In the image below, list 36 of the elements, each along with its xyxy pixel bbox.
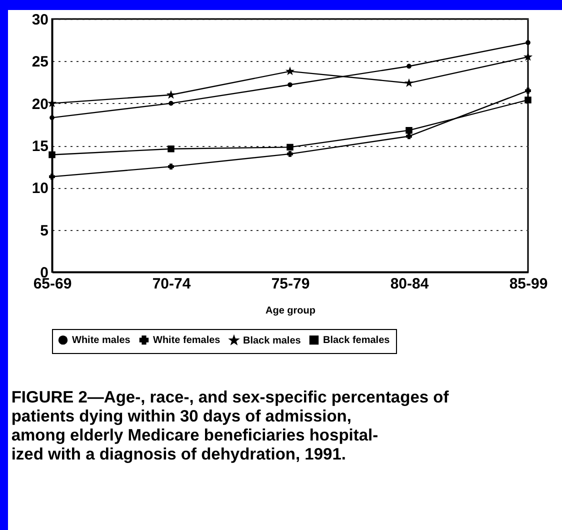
legend-label: Black females — [323, 335, 390, 346]
point — [50, 115, 54, 120]
point — [168, 100, 174, 106]
y-tick-label: 30 — [32, 12, 48, 28]
point — [168, 146, 174, 152]
y-tick-label: 5 — [40, 222, 48, 240]
point — [524, 53, 532, 60]
x-tick-label: 75-79 — [271, 276, 310, 292]
y-tick-label: 25 — [32, 54, 48, 71]
legend-label: Black males — [243, 335, 302, 346]
point — [49, 174, 55, 180]
legend-label: White males — [72, 335, 131, 346]
y-tick-label: 20 — [32, 96, 48, 113]
point — [168, 164, 174, 170]
point — [406, 64, 412, 69]
point — [286, 68, 294, 74]
point — [406, 126, 412, 134]
point — [524, 96, 532, 104]
point — [405, 79, 413, 86]
point — [288, 82, 292, 88]
point — [287, 150, 293, 157]
point — [167, 91, 175, 98]
point — [48, 151, 56, 158]
text: FIGURE 2—Age-, race-, and sex-specific percentages of patients dying within 30 days of admission, among elderly Medicare beneficiaries hospital- ized with a diagnosis of dehydration, 1991. — [11, 388, 450, 464]
x-tick-label: 70-74 — [152, 276, 192, 292]
point — [526, 40, 530, 46]
x-tick-label: 85-99 — [509, 276, 548, 292]
point — [48, 100, 56, 106]
x-tick-label: 80-84 — [390, 276, 430, 292]
x-axis-title: Age group — [266, 306, 316, 316]
y-tick-label: 10 — [32, 180, 48, 198]
y-tick-label: 15 — [32, 138, 48, 155]
point — [406, 133, 412, 140]
legend-label: White females — [153, 335, 221, 346]
point — [525, 88, 531, 94]
point — [286, 144, 294, 151]
